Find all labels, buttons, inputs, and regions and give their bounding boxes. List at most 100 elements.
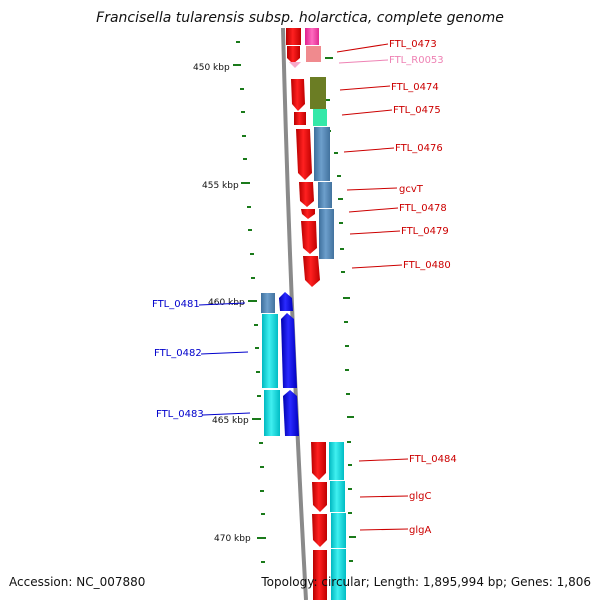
leader-line xyxy=(358,458,409,462)
scale-tick xyxy=(250,253,254,255)
scale-tick xyxy=(256,371,260,373)
label-leaders xyxy=(198,43,409,531)
scale-tick-major xyxy=(252,418,261,420)
gene-features-top xyxy=(286,28,334,287)
scale-tick xyxy=(343,297,350,299)
gene-bar-steel[interactable] xyxy=(318,182,332,208)
scale-tick xyxy=(260,490,264,492)
gene-arrow-reverse[interactable] xyxy=(283,390,299,436)
gene-arrow[interactable] xyxy=(301,221,317,254)
scale-tick xyxy=(260,466,264,468)
scale-label: 450 kbp xyxy=(193,63,230,73)
gene-label[interactable]: FTL_0475 xyxy=(393,105,441,116)
gene-bar-rrna[interactable] xyxy=(306,46,321,62)
scale-label: 455 kbp xyxy=(202,181,239,191)
scale-tick xyxy=(349,560,353,562)
gene-bar-cyan[interactable] xyxy=(330,481,345,512)
scale-tick xyxy=(241,111,245,113)
gene-arrow[interactable] xyxy=(311,442,326,480)
leader-line xyxy=(348,207,399,213)
scale-tick xyxy=(325,57,333,59)
gene-bar-cyan[interactable] xyxy=(262,314,278,388)
gene-arrow-reverse[interactable] xyxy=(279,292,293,311)
scale-tick xyxy=(340,248,344,250)
gene-arrow[interactable] xyxy=(299,182,314,207)
scale-label: 460 kbp xyxy=(208,298,245,308)
leader-line xyxy=(338,59,389,64)
gene-label[interactable]: gcvT xyxy=(399,184,424,195)
leader-line xyxy=(359,495,409,498)
scale-tick xyxy=(341,271,345,273)
scale-tick xyxy=(346,393,350,395)
gene-label[interactable]: FTL_0474 xyxy=(391,82,439,93)
gene-bar-magenta[interactable] xyxy=(305,28,319,45)
scale-tick xyxy=(247,206,251,208)
scale-tick xyxy=(254,324,258,326)
scale-tick xyxy=(347,416,354,418)
leader-line xyxy=(359,528,409,531)
scale-labels: 450 kbp 455 kbp 460 kbp 465 kbp 470 kbp xyxy=(193,63,251,544)
genome-backbone xyxy=(281,27,308,600)
gene-features-middle xyxy=(261,292,299,436)
scale-tick xyxy=(261,513,265,515)
scale-tick-major xyxy=(233,64,241,66)
leader-line xyxy=(339,85,391,91)
scale-label: 465 kbp xyxy=(212,416,249,426)
gene-bar-cyan[interactable] xyxy=(331,513,346,548)
scale-label: 470 kbp xyxy=(214,534,251,544)
gene-bar[interactable] xyxy=(313,550,327,600)
gene-bar[interactable] xyxy=(286,28,301,45)
gene-label[interactable]: FTL_0479 xyxy=(401,226,449,237)
gene-label[interactable]: FTL_0480 xyxy=(403,260,451,271)
scale-tick xyxy=(257,395,261,397)
scale-tick xyxy=(325,99,330,101)
gene-arrow[interactable] xyxy=(303,256,320,287)
gene-bar-cyan[interactable] xyxy=(331,549,346,600)
gene-arrow[interactable] xyxy=(291,79,305,111)
scale-tick xyxy=(240,88,244,90)
scale-tick xyxy=(345,345,349,347)
gene-bar-cyan[interactable] xyxy=(329,442,344,480)
gene-label[interactable]: FTL_0483 xyxy=(156,409,204,420)
gene-arrow[interactable] xyxy=(287,46,300,64)
map-title: Francisella tularensis subsp. holarctica… xyxy=(96,10,504,26)
scale-tick xyxy=(248,229,252,231)
gene-bar-steel[interactable] xyxy=(314,127,330,181)
gene-label[interactable]: glgA xyxy=(409,525,431,536)
gene-label[interactable]: FTL_R0053 xyxy=(389,55,444,66)
gene-bar-steel[interactable] xyxy=(319,209,334,259)
gene-label[interactable]: FTL_0481 xyxy=(152,299,200,310)
gene-label[interactable]: glgC xyxy=(409,491,431,502)
gene-arrow[interactable] xyxy=(312,514,327,547)
scale-tick xyxy=(337,175,341,177)
gene-arrow-rna[interactable] xyxy=(289,62,301,68)
gene-label[interactable]: FTL_0473 xyxy=(389,39,437,50)
gene-arrow[interactable] xyxy=(312,482,327,512)
leader-line xyxy=(202,412,251,416)
scale-tick xyxy=(338,198,343,200)
scale-tick xyxy=(259,442,263,444)
leader-line xyxy=(198,302,246,306)
leader-line xyxy=(336,43,389,53)
gene-arrow[interactable] xyxy=(296,129,312,180)
gene-bar-mint[interactable] xyxy=(313,109,327,126)
accession-label: Accession: NC_007880 xyxy=(9,575,146,589)
scale-tick xyxy=(347,441,351,443)
leader-line xyxy=(343,147,395,153)
gene-label[interactable]: FTL_0482 xyxy=(154,348,202,359)
gene-bar-olive[interactable] xyxy=(310,77,326,109)
leader-line xyxy=(349,230,401,235)
scale-tick xyxy=(339,222,343,224)
gene-bar[interactable] xyxy=(294,112,306,125)
gene-arrow[interactable] xyxy=(301,209,315,219)
scale-tick xyxy=(348,512,352,514)
gene-label[interactable]: FTL_0478 xyxy=(399,203,447,214)
gene-label[interactable]: FTL_0476 xyxy=(395,143,443,154)
gene-bar-cyan[interactable] xyxy=(264,390,280,436)
gene-label[interactable]: FTL_0484 xyxy=(409,454,457,465)
gene-arrow-reverse[interactable] xyxy=(281,313,297,388)
gene-bar-steel[interactable] xyxy=(261,293,275,313)
scale-tick xyxy=(348,464,352,466)
leader-line xyxy=(341,109,393,116)
